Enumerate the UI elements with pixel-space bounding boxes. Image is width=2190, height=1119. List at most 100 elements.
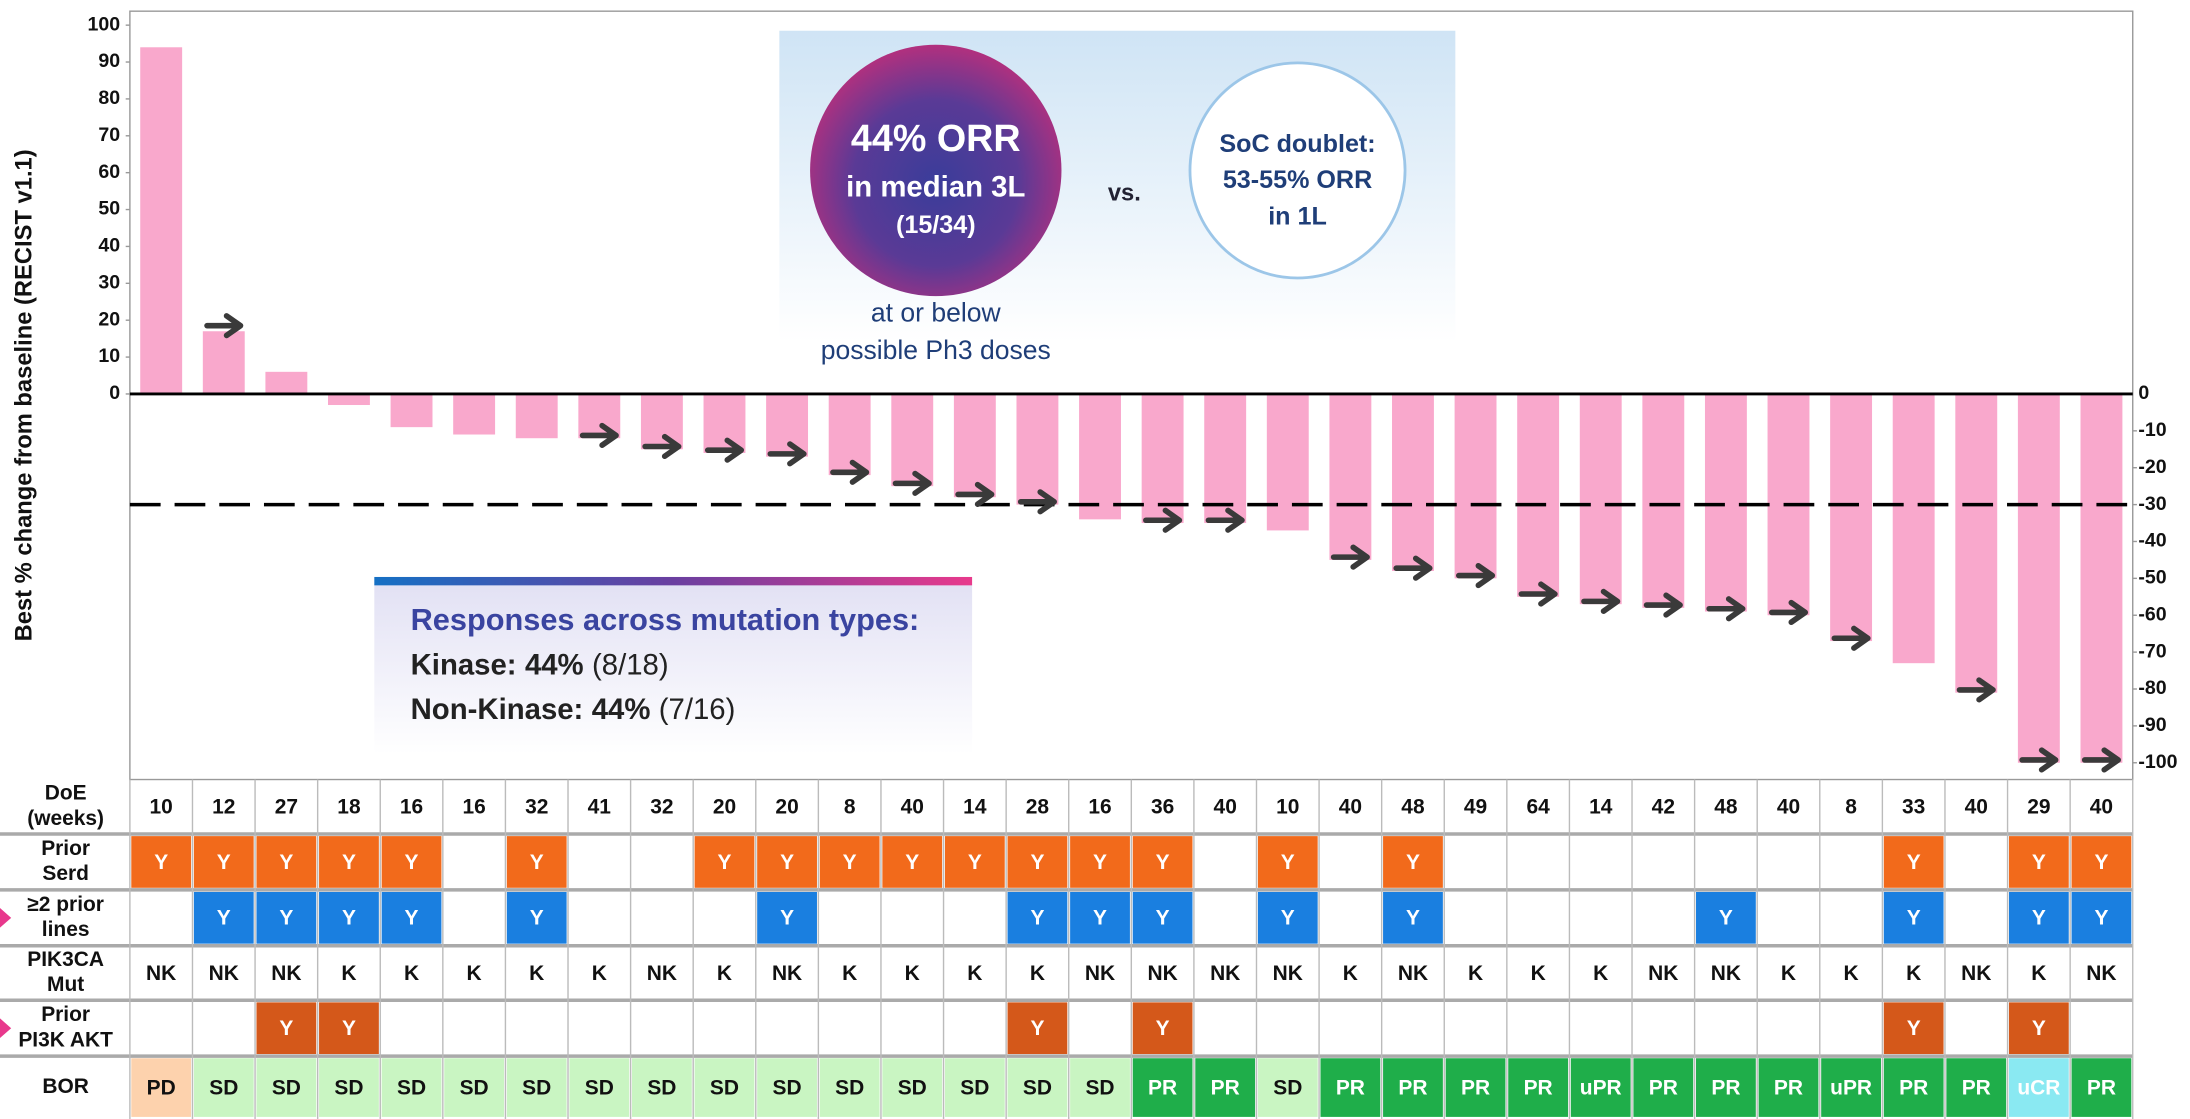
row-label: Serd <box>42 862 89 885</box>
table-cell: Y <box>1907 851 1921 874</box>
cell-fill <box>1696 1058 1756 1117</box>
table-cell: Y <box>1281 907 1295 930</box>
table-cell: NK <box>1210 962 1240 985</box>
table-cell: SD <box>585 1076 614 1099</box>
y-tick-label: 50 <box>98 198 120 220</box>
cell-fill <box>319 891 379 944</box>
bar <box>1704 393 1747 612</box>
cell-fill <box>1758 1058 1819 1117</box>
row-label: Mut <box>47 973 84 996</box>
table-cell: SD <box>209 1076 238 1099</box>
table-cell: NK <box>1398 962 1428 985</box>
table-cell: Y <box>780 907 794 930</box>
table-cell: K <box>842 962 857 985</box>
bar <box>1392 393 1434 571</box>
table-cell: 40 <box>1214 796 1237 819</box>
cell-fill <box>381 891 442 944</box>
table-cell: 12 <box>212 796 235 819</box>
table-cell: Y <box>2094 851 2108 874</box>
table-cell: PR <box>1962 1076 1991 1099</box>
row-label: DoE <box>45 782 87 805</box>
table-cell: SD <box>522 1076 551 1099</box>
table-cell: PR <box>1211 1076 1240 1099</box>
cell-fill <box>319 1058 379 1117</box>
cell-fill <box>319 836 379 888</box>
cell-fill <box>1257 1058 1318 1117</box>
mutation-title: Responses across mutation types: <box>411 602 920 637</box>
table-cell: Y <box>1719 907 1733 930</box>
table-cell: Y <box>843 851 857 874</box>
bar <box>2017 393 2060 763</box>
table-cell: Y <box>2094 907 2108 930</box>
cell-fill <box>1007 1002 1068 1055</box>
table-cell: Y <box>342 851 356 874</box>
cell-fill <box>694 1058 755 1117</box>
ongoing-arrow <box>1456 562 1496 589</box>
bar <box>328 393 370 406</box>
table-cell: Y <box>405 851 419 874</box>
table-cell: K <box>2031 962 2046 985</box>
y-tick-label: -30 <box>2138 493 2166 515</box>
soc-text: in 1L <box>1268 203 1327 231</box>
cell-fill <box>444 1058 505 1117</box>
ongoing-arrow <box>1330 544 1370 570</box>
table-cell: NK <box>1147 962 1177 985</box>
table-cell: Y <box>2032 1017 2046 1040</box>
y-tick-label: 40 <box>98 235 120 257</box>
table-cell: Y <box>279 907 293 930</box>
table-cell: Y <box>1030 1017 1044 1040</box>
bar <box>453 393 496 435</box>
table-cell: NK <box>772 962 802 985</box>
cell-fill <box>882 836 943 888</box>
row-label: PI3K AKT <box>18 1028 113 1051</box>
cell-fill <box>256 1002 317 1055</box>
table-cell: Y <box>530 851 544 874</box>
soc-text: 53-55% ORR <box>1223 166 1372 194</box>
cell-fill <box>1508 1058 1569 1117</box>
cell-fill <box>1883 1058 1944 1117</box>
ongoing-arrow <box>1518 581 1558 607</box>
table-cell: Y <box>718 851 732 874</box>
table-cell: 32 <box>525 796 548 819</box>
orr-text: 44% ORR <box>851 117 1021 159</box>
bar <box>515 393 558 439</box>
y-tick-label: 100 <box>87 13 120 35</box>
table-cell: 20 <box>713 796 736 819</box>
ongoing-arrow <box>704 437 745 463</box>
table-cell: 27 <box>275 796 298 819</box>
table-cell: 16 <box>462 796 485 819</box>
row-marker <box>0 908 12 928</box>
table-cell: K <box>404 962 419 985</box>
table-cell: 42 <box>1652 796 1675 819</box>
bar <box>1266 393 1309 531</box>
table-cell: SD <box>960 1076 989 1099</box>
cell-fill <box>256 836 317 888</box>
table-cell: PR <box>1336 1076 1365 1099</box>
table-cell: PR <box>1649 1076 1678 1099</box>
bar <box>1016 393 1059 505</box>
table-cell: SD <box>397 1076 426 1099</box>
cell-fill <box>631 1058 692 1117</box>
table-cell: 36 <box>1151 796 1174 819</box>
cell-fill <box>1070 836 1130 888</box>
table-cell: Y <box>1030 851 1044 874</box>
table-cell: SD <box>835 1076 864 1099</box>
table-cell: 8 <box>1845 796 1857 819</box>
ongoing-arrow <box>1956 677 1996 703</box>
row-label: Prior <box>41 1003 90 1026</box>
table-cell: K <box>1531 962 1546 985</box>
ongoing-arrow <box>1393 555 1433 581</box>
ongoing-arrow <box>579 422 619 448</box>
table-cell: NK <box>1085 962 1115 985</box>
table-cell: K <box>467 962 482 985</box>
cell-fill <box>1195 1058 1256 1117</box>
table-cell: 10 <box>1276 796 1299 819</box>
row-label: lines <box>42 918 90 941</box>
table-cell: SD <box>773 1076 802 1099</box>
table-cell: K <box>1844 962 1859 985</box>
table-cell: Y <box>405 907 419 930</box>
table-cell: 29 <box>2027 796 2050 819</box>
bar <box>640 393 683 450</box>
mutation-value: 44% <box>525 648 584 681</box>
ongoing-arrow <box>955 481 995 508</box>
